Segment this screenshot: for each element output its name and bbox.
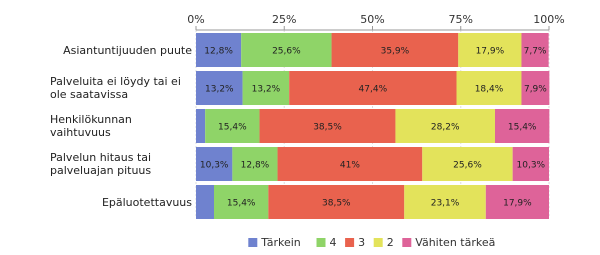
value-label: 25,6% <box>272 47 301 57</box>
value-label: 17,9% <box>476 47 505 57</box>
y-tick-label: Epäluotettavuus <box>101 195 192 209</box>
bar-segment <box>485 185 549 219</box>
value-label: 15,4% <box>508 123 537 133</box>
value-label: 7,9% <box>524 85 547 95</box>
bar-segment <box>241 33 332 67</box>
legend-label: 2 <box>387 236 394 249</box>
value-label: 13,2% <box>252 85 281 95</box>
value-label: 38,5% <box>313 123 342 133</box>
bar-segment <box>196 185 215 219</box>
x-tick-label: 50% <box>360 13 384 26</box>
category-label-box: Palveluita ei löydy tai ei ole saataviss… <box>2 71 192 105</box>
category-label-box: Palvelun hitaus tai palveluajan pituus <box>2 147 192 181</box>
bar-segment <box>214 185 269 219</box>
category-label-box: Henkilökunnan vaihtuvuus <box>2 109 192 143</box>
value-label: 10,3% <box>517 161 546 171</box>
value-label: 15,4% <box>218 123 247 133</box>
value-label: 28,2% <box>431 123 460 133</box>
bar-segment <box>512 147 549 181</box>
x-tick-label: 25% <box>272 13 296 26</box>
value-label: 23,1% <box>431 199 460 209</box>
y-tick-label: Palvelun hitaus tai palveluajan pituus <box>50 151 152 177</box>
bar-segment <box>242 71 290 105</box>
y-tick-label: Palveluita ei löydy tai ei ole saataviss… <box>50 75 181 101</box>
value-label: 12,8% <box>204 47 233 57</box>
bar-segment <box>289 71 457 105</box>
value-label: 15,4% <box>227 199 256 209</box>
y-tick-label: Henkilökunnan vaihtuvuus <box>50 113 132 139</box>
bar-segment <box>521 71 550 105</box>
legend-swatch <box>316 238 326 247</box>
bar-segment <box>458 33 522 67</box>
value-label: 41% <box>340 161 360 171</box>
category-label-box: Epäluotettavuus <box>2 185 192 219</box>
bar-segment <box>232 147 278 181</box>
bar-segment <box>331 33 459 67</box>
legend-label: Tärkein <box>260 236 301 249</box>
bar-segment <box>196 109 206 143</box>
x-tick-label: 0% <box>187 13 204 26</box>
value-label: 13,2% <box>205 85 234 95</box>
value-label: 12,8% <box>241 161 270 171</box>
legend-swatch <box>248 238 258 247</box>
x-tick-label: 75% <box>449 13 473 26</box>
bar-segment <box>395 109 495 143</box>
x-tick-label: 100% <box>533 13 564 26</box>
category-label-box: Asiantuntijuuden puute <box>2 33 192 67</box>
bar-segment <box>196 147 233 181</box>
value-label: 17,9% <box>503 199 532 209</box>
y-tick-label: Asiantuntijuuden puute <box>63 43 192 57</box>
legend-label: 4 <box>330 236 337 249</box>
bar-segment <box>268 185 405 219</box>
bar-segment <box>422 147 513 181</box>
value-label: 10,3% <box>200 161 229 171</box>
legend-label: 3 <box>358 236 365 249</box>
bar-segment <box>259 109 396 143</box>
bar-segment <box>404 185 486 219</box>
value-label: 35,9% <box>381 47 410 57</box>
legend-swatch <box>345 238 355 247</box>
legend-swatch <box>402 238 412 247</box>
legend-swatch <box>373 238 383 247</box>
bar-segment <box>205 109 260 143</box>
bar-segment <box>196 33 242 67</box>
bar-segment <box>196 71 243 105</box>
bar-segment <box>494 109 550 143</box>
value-label: 47,4% <box>359 85 388 95</box>
value-label: 18,4% <box>475 85 504 95</box>
value-label: 25,6% <box>453 161 482 171</box>
value-label: 7,7% <box>524 47 547 57</box>
bar-segment <box>456 71 522 105</box>
bar-segment <box>521 33 549 67</box>
value-label: 38,5% <box>322 199 351 209</box>
bar-segment <box>277 147 423 181</box>
legend-label: Vähiten tärkeä <box>415 236 495 249</box>
